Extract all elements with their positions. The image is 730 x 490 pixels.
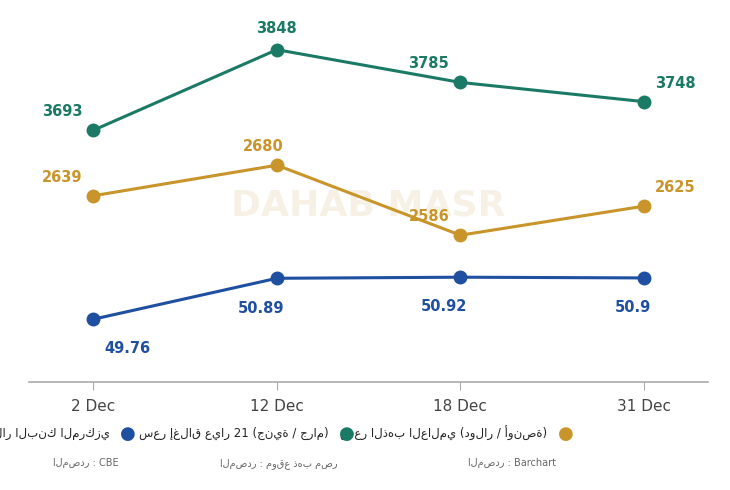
Text: 50.89: 50.89 xyxy=(237,300,284,316)
Text: DAHAB MASR: DAHAB MASR xyxy=(231,189,506,223)
Text: 49.76: 49.76 xyxy=(104,342,150,356)
Text: المصدر : Barchart: المصدر : Barchart xyxy=(468,458,556,468)
Text: 50.9: 50.9 xyxy=(615,300,651,315)
Text: 2586: 2586 xyxy=(409,209,449,224)
Text: سعر دولار البنك المركزي: سعر دولار البنك المركزي xyxy=(0,427,110,440)
Text: 3693: 3693 xyxy=(42,104,82,119)
Text: 3848: 3848 xyxy=(256,21,297,36)
Text: سعر الذهب العالمي (دولار / أونصة): سعر الذهب العالمي (دولار / أونصة) xyxy=(340,426,548,441)
Text: ●: ● xyxy=(558,425,574,442)
Text: المصدر : موقع ذهب مصر: المصدر : موقع ذهب مصر xyxy=(220,458,337,468)
Text: 50.92: 50.92 xyxy=(421,299,467,315)
Text: ●: ● xyxy=(120,425,136,442)
Text: 3785: 3785 xyxy=(409,56,449,72)
Text: 2680: 2680 xyxy=(243,139,284,154)
Text: سعر إغلاق عيار 21 (جنية / جرام): سعر إغلاق عيار 21 (جنية / جرام) xyxy=(139,427,328,440)
Text: 2639: 2639 xyxy=(42,170,82,185)
Text: ●: ● xyxy=(339,425,355,442)
Text: 3748: 3748 xyxy=(655,75,696,91)
Text: المصدر : CBE: المصدر : CBE xyxy=(53,458,118,468)
Text: 2625: 2625 xyxy=(655,180,696,195)
